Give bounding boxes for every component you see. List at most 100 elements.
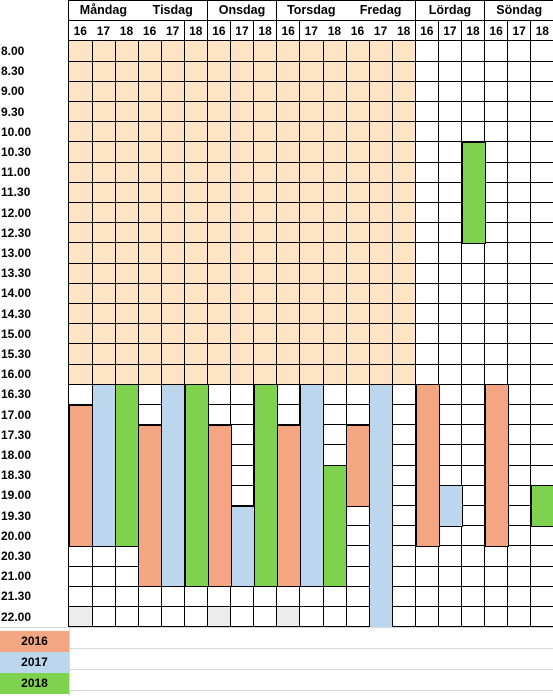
grid-cell[interactable] [461,465,486,486]
grid-cell[interactable] [369,243,393,264]
grid-cell[interactable] [507,424,532,446]
grid-cell[interactable] [69,283,93,305]
grid-cell[interactable] [115,202,139,224]
grid-cell[interactable] [300,364,324,385]
grid-cell[interactable] [461,243,486,264]
grid-cell[interactable] [484,323,509,345]
grid-cell[interactable] [323,404,347,426]
grid-cell[interactable] [392,142,416,163]
grid-cell[interactable] [531,223,553,244]
grid-cell[interactable] [346,606,370,628]
grid-cell[interactable] [392,323,416,345]
grid-cell[interactable] [184,101,209,123]
grid-cell[interactable] [392,162,416,183]
grid-cell[interactable] [138,344,162,365]
grid-cell[interactable] [438,81,463,103]
grid-cell[interactable] [461,404,486,426]
grid-cell[interactable] [323,384,347,406]
grid-cell[interactable] [415,323,440,345]
grid-cell[interactable] [253,364,278,385]
grid-cell[interactable] [161,182,185,204]
grid-cell[interactable] [415,222,440,244]
grid-cell[interactable] [115,142,139,163]
grid-cell[interactable] [207,61,232,82]
grid-cell[interactable] [138,586,162,608]
grid-cell[interactable] [184,162,209,183]
grid-cell[interactable] [438,142,463,163]
grid-cell[interactable] [461,424,486,446]
grid-cell[interactable] [369,142,393,163]
grid-cell[interactable] [415,364,440,385]
grid-cell[interactable] [346,222,370,244]
grid-cell[interactable] [507,525,532,547]
grid-cell[interactable] [323,364,347,385]
grid-cell[interactable] [115,323,139,345]
grid-cell[interactable] [392,101,416,123]
grid-cell[interactable] [461,41,486,62]
grid-cell[interactable] [300,202,324,224]
grid-cell[interactable] [415,566,440,587]
grid-cell[interactable] [438,243,463,264]
grid-cell[interactable] [415,344,440,365]
grid-cell[interactable] [346,61,370,82]
grid-cell[interactable] [230,222,255,244]
grid-cell[interactable] [415,121,440,143]
grid-cell[interactable] [161,81,185,103]
grid-cell[interactable] [230,182,255,204]
grid-cell[interactable] [438,283,463,305]
grid-cell[interactable] [369,101,393,123]
grid-cell[interactable] [207,121,232,143]
grid-cell[interactable] [276,41,301,62]
grid-cell[interactable] [115,162,139,183]
grid-cell[interactable] [184,182,209,204]
grid-cell[interactable] [276,202,301,224]
grid-cell[interactable] [531,122,553,143]
grid-cell[interactable] [531,81,553,103]
grid-cell[interactable] [415,142,440,163]
grid-cell[interactable] [92,263,116,284]
grid-cell[interactable] [392,424,416,446]
grid-cell[interactable] [300,101,324,123]
grid-cell[interactable] [207,323,232,345]
grid-cell[interactable] [300,162,324,183]
grid-cell[interactable] [507,485,532,507]
grid-cell[interactable] [484,101,509,123]
grid-cell[interactable] [207,303,232,325]
grid-cell[interactable] [69,202,93,224]
grid-cell[interactable] [184,61,209,82]
grid-cell[interactable] [323,202,347,224]
grid-cell[interactable] [531,263,553,284]
grid-cell[interactable] [507,61,532,82]
grid-cell[interactable] [253,344,278,365]
grid-cell[interactable] [323,323,347,345]
grid-cell[interactable] [184,263,209,284]
grid-cell[interactable] [300,586,324,608]
grid-cell[interactable] [138,283,162,305]
grid-cell[interactable] [507,384,532,406]
grid-cell[interactable] [276,142,301,163]
grid-cell[interactable] [346,404,370,426]
grid-cell[interactable] [346,101,370,123]
grid-cell[interactable] [369,323,393,345]
grid-cell[interactable] [346,121,370,143]
grid-cell[interactable] [484,81,509,103]
grid-cell[interactable] [207,81,232,103]
grid-cell[interactable] [207,202,232,224]
grid-cell[interactable] [161,41,185,62]
grid-cell[interactable] [207,263,232,284]
grid-cell[interactable] [507,243,532,264]
grid-cell[interactable] [461,546,486,567]
grid-cell[interactable] [92,41,116,62]
grid-cell[interactable] [230,465,255,486]
grid-cell[interactable] [253,303,278,325]
grid-cell[interactable] [438,61,463,82]
grid-cell[interactable] [115,222,139,244]
grid-cell[interactable] [392,384,416,406]
grid-cell[interactable] [507,263,532,284]
grid-cell[interactable] [438,525,463,547]
grid-cell[interactable] [207,404,232,426]
grid-cell[interactable] [276,384,301,406]
grid-cell[interactable] [392,243,416,264]
grid-cell[interactable] [484,162,509,183]
grid-cell[interactable] [207,344,232,365]
